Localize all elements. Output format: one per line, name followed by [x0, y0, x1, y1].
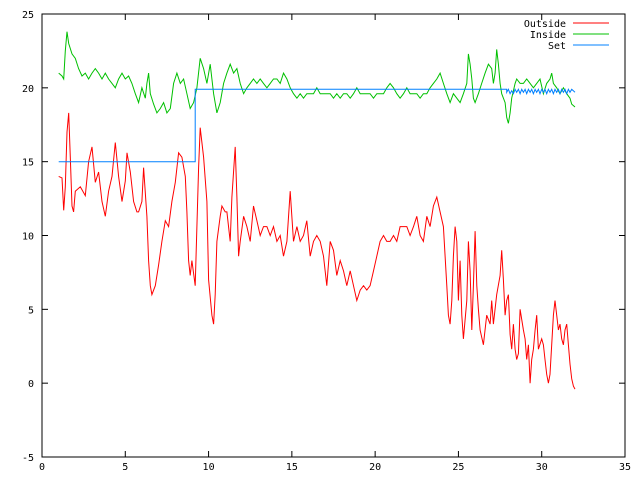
y-tick-label: 5 [28, 305, 34, 316]
series-line-set [58, 88, 576, 163]
y-tick-label: -5 [22, 453, 34, 464]
legend-label-outside: Outside [524, 19, 566, 30]
x-tick-label: 20 [369, 462, 381, 473]
x-tick-label: 35 [619, 462, 631, 473]
tick-labels: 0 5 10 15 20 25 30 35 -5 0 5 10 15 20 25 [22, 10, 631, 473]
legend-label-set: Set [548, 41, 566, 52]
series-line-inside [58, 31, 576, 124]
y-tick-label: 20 [22, 84, 34, 95]
x-tick-label: 5 [122, 462, 128, 473]
x-tick-label: 30 [536, 462, 548, 473]
x-tick-label: 15 [286, 462, 298, 473]
series-line-outside [58, 112, 576, 390]
y-tick-label: 25 [22, 10, 34, 21]
axes [41, 13, 626, 458]
series-lines [58, 31, 576, 390]
y-tick-label: 0 [28, 379, 34, 390]
y-tick-label: 10 [22, 232, 34, 243]
plot-frame [41, 13, 626, 458]
x-tick-label: 10 [203, 462, 215, 473]
y-tick-label: 15 [22, 158, 34, 169]
x-tick-label: 25 [452, 462, 464, 473]
legend-label-inside: Inside [530, 30, 566, 41]
x-tick-label: 0 [39, 462, 45, 473]
